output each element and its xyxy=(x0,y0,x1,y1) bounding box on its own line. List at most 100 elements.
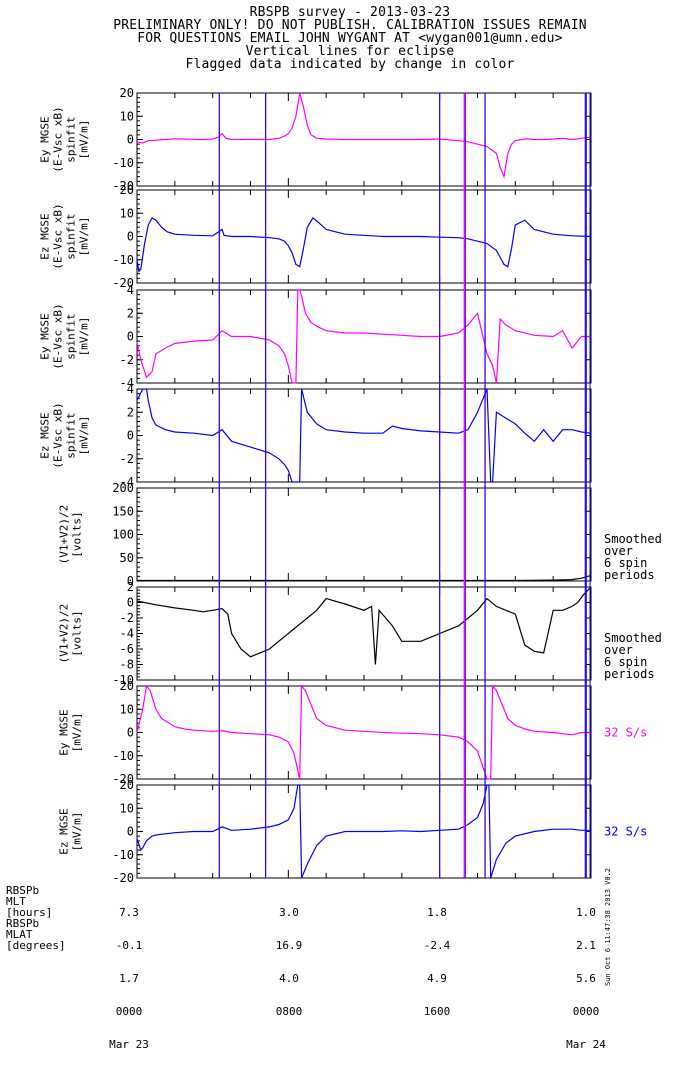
orbit-footer: RBSPb MLT [hours] RBSPb MLAT [degrees] 7… xyxy=(0,881,700,1050)
y-axis-label: [mV/m] xyxy=(71,713,84,753)
y-axis-label: [mV/m] xyxy=(78,120,91,160)
y-tick-label: -10 xyxy=(112,848,134,862)
footer-label-mlt: MLT xyxy=(6,895,26,908)
y-tick-label: -2 xyxy=(120,611,134,625)
footer-col-2: 1.8 -2.4 4.9 1600 xyxy=(402,885,472,1039)
y-axis-label: (E-Vsc xB) xyxy=(52,203,65,269)
y-axis-label: (E-Vsc xB) xyxy=(52,106,65,172)
footer-label-hours: [hours] xyxy=(6,906,53,919)
y-tick-label: 0 xyxy=(127,230,134,244)
footer-col-1: 3.0 16.9 4.0 0800 xyxy=(254,885,324,1039)
y-axis-label: spinfit xyxy=(65,412,78,458)
y-axis-label: [volts] xyxy=(71,511,84,557)
footer-col-1-line-3: 0800 xyxy=(275,1005,303,1018)
y-tick-label: 0 xyxy=(127,596,134,610)
y-tick-label: 0 xyxy=(127,330,134,344)
y-axis-label: [mV/m] xyxy=(78,416,91,456)
footer-col-0-line-2: 1.7 xyxy=(119,972,139,985)
y-axis-label: Ez MGSE xyxy=(39,412,52,458)
footer-col-0-line-4: Mar 23 xyxy=(109,1038,149,1051)
header-flag-note: Flagged data indicated by change in colo… xyxy=(185,57,515,72)
annotation-label: 32 S/s xyxy=(604,726,647,740)
y-axis-label: [mV/m] xyxy=(78,317,91,357)
y-tick-label: 20 xyxy=(120,86,134,100)
footer-col-2-line-1: -2.4 xyxy=(423,939,451,952)
header-eclipse-note: Vertical lines for eclipse xyxy=(245,44,455,59)
footer-label-rbspb2: RBSPb xyxy=(6,917,40,930)
series-line xyxy=(136,684,591,780)
y-tick-label: 4 xyxy=(127,283,134,297)
y-tick-label: 50 xyxy=(120,551,134,565)
panel-frame xyxy=(136,586,592,681)
y-axis-label: [mV/m] xyxy=(71,812,84,852)
panel-frame xyxy=(136,289,592,384)
panel-1: 20 10 0 -10 -20 Ey MGSE (E-Vsc xB) spinfit [mV/m… xyxy=(39,86,592,193)
panel-2: 20 10 0 -10 -20 Ez MGSE (E-Vsc xB) spinfit [mV/m… xyxy=(39,183,592,290)
y-axis-label: Ey MGSE xyxy=(39,116,52,162)
y-tick-label: 0 xyxy=(127,726,134,740)
y-axis-label: (E-Vsc xB) xyxy=(52,303,65,369)
y-axis-label: spinfit xyxy=(65,116,78,162)
y-axis-label: Ez MGSE xyxy=(39,213,52,259)
annotation-label: periods xyxy=(604,568,655,582)
y-tick-label: 4 xyxy=(127,382,134,396)
y-axis-label: (V1+V2)/2 xyxy=(58,505,71,565)
y-tick-label: 0 xyxy=(127,825,134,839)
footer-col-0: 7.3 -0.1 1.7 0000 Mar 23 xyxy=(94,885,164,1072)
y-tick-label: 2 xyxy=(127,405,134,419)
annotation-label: periods xyxy=(604,667,655,681)
y-axis-label: Ey MGSE xyxy=(58,709,71,755)
y-tick-label: -20 xyxy=(112,772,134,786)
y-axis-label: spinfit xyxy=(65,213,78,259)
y-tick-label: 20 xyxy=(120,679,134,693)
y-axis-label: Ey MGSE xyxy=(39,313,52,359)
series-line xyxy=(136,388,592,483)
header-warning: PRELIMINARY ONLY! DO NOT PUBLISH. CALIBR… xyxy=(113,18,587,33)
panel-7: 20 10 0 -10 -20 Ey MGSE [mV/m] 32 S/s xyxy=(58,679,648,786)
y-tick-label: -4 xyxy=(120,627,134,641)
footer-col-2-line-0: 1.8 xyxy=(427,906,447,919)
annotation-label: over xyxy=(604,544,633,558)
y-tick-label: 150 xyxy=(112,504,134,518)
header-contact: FOR QUESTIONS EMAIL JOHN WYGANT AT <wyga… xyxy=(137,31,563,46)
timestamp-stamp: Sun Oct 6 11:47:38 2013 V0.2 xyxy=(604,868,612,987)
y-tick-label: -8 xyxy=(120,658,134,672)
series-line xyxy=(136,216,592,273)
y-tick-label: -2 xyxy=(120,353,134,367)
y-tick-label: -10 xyxy=(112,156,134,170)
y-tick-label: -4 xyxy=(120,376,134,390)
y-tick-label: -10 xyxy=(112,673,134,687)
annotation-label: Smoothed xyxy=(604,631,662,645)
footer-col-3-line-1: 2.1 xyxy=(576,939,596,952)
y-tick-label: -10 xyxy=(112,253,134,267)
y-tick-label: -4 xyxy=(120,475,134,489)
footer-label-rbspb: RBSPb xyxy=(6,884,40,897)
plot-header: RBSPB survey - 2013-03-23 PRELIMINARY ON… xyxy=(0,6,700,71)
y-tick-label: 100 xyxy=(112,528,134,542)
y-tick-label: 200 xyxy=(112,481,134,495)
footer-col-1-line-1: 16.9 xyxy=(275,939,303,952)
y-tick-label: -2 xyxy=(120,452,134,466)
y-tick-label: 10 xyxy=(120,109,134,123)
y-tick-label: -20 xyxy=(112,871,134,885)
footer-col-2-line-3: 1600 xyxy=(423,1005,451,1018)
series-line xyxy=(136,784,591,879)
footer-col-2-line-2: 4.9 xyxy=(427,972,447,985)
y-tick-label: -6 xyxy=(120,642,134,656)
y-axis-label: Ez MGSE xyxy=(58,808,71,854)
footer-col-3-line-4: Mar 24 xyxy=(566,1038,606,1051)
footer-col-1-line-2: 4.0 xyxy=(279,972,299,985)
series-line xyxy=(136,586,592,665)
y-axis-label: (V1+V2)/2 xyxy=(58,604,71,664)
panel-frame xyxy=(136,388,592,483)
footer-col-0-line-1: -0.1 xyxy=(115,939,143,952)
panel-frame xyxy=(136,685,592,780)
y-tick-label: -20 xyxy=(112,179,134,193)
annotation-label: Smoothed xyxy=(604,532,662,546)
y-tick-label: 10 xyxy=(120,206,134,220)
y-tick-label: -20 xyxy=(112,276,134,290)
panel-frame xyxy=(136,487,592,582)
series-line xyxy=(136,92,592,179)
y-tick-label: 10 xyxy=(120,702,134,716)
annotation-label: over xyxy=(604,643,633,657)
